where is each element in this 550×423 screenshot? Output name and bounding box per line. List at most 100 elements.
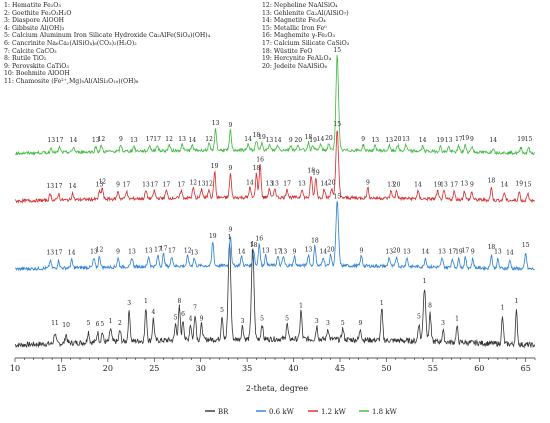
phase-legend-item: 14: Magnetite Fe₃O₄ bbox=[262, 17, 326, 25]
peak-label: 9 bbox=[293, 249, 297, 256]
peak-label: 13 bbox=[46, 183, 54, 190]
peak-label: 13 bbox=[440, 182, 448, 189]
peak-label: 15 bbox=[333, 194, 341, 201]
peak-label: 19 bbox=[258, 134, 266, 141]
peak-label: 13 bbox=[438, 249, 446, 256]
peak-label: 9 bbox=[471, 249, 475, 256]
peak-label: 1 bbox=[380, 300, 384, 307]
peak-label: 13 bbox=[298, 181, 306, 188]
phase-legend-item: 10: Boehmite AlOOH bbox=[4, 70, 70, 78]
peak-label: 13 bbox=[445, 137, 453, 144]
peak-label: 14 bbox=[319, 249, 327, 256]
peak-label: 17 bbox=[462, 248, 470, 255]
peak-label: 12 bbox=[98, 178, 106, 185]
peak-label: 14 bbox=[317, 136, 325, 143]
peak-label: 13 bbox=[461, 181, 469, 188]
peak-label: 12 bbox=[205, 181, 213, 188]
peak-label: 7 bbox=[193, 305, 197, 312]
peak-label: 9 bbox=[359, 248, 363, 255]
peak-label: 15 bbox=[525, 136, 533, 143]
peak-label: 12 bbox=[96, 246, 104, 253]
peak-label: 12 bbox=[98, 136, 106, 143]
peak-label: 12 bbox=[189, 180, 197, 187]
legend-label: BR bbox=[218, 408, 229, 416]
peak-label: 14 bbox=[244, 136, 252, 143]
peak-label: 20 bbox=[294, 137, 302, 144]
peak-label: 14 bbox=[246, 180, 254, 187]
peak-label: 1 bbox=[455, 316, 459, 323]
peak-label: 9 bbox=[470, 136, 474, 143]
peak-label: 13 bbox=[198, 181, 206, 188]
peak-label: 19 bbox=[434, 182, 442, 189]
peak-label: 17 bbox=[168, 248, 176, 255]
peak-label: 9 bbox=[470, 182, 474, 189]
peak-label: 13 bbox=[128, 249, 136, 256]
peak-label: 5 bbox=[220, 307, 224, 314]
peak-label: 19 bbox=[515, 181, 523, 188]
peak-label: 13 bbox=[90, 249, 98, 256]
x-tick-label: 65 bbox=[521, 364, 531, 373]
peak-label: 17 bbox=[55, 183, 63, 190]
legend-label: 1.8 kW bbox=[372, 408, 398, 416]
peak-label: 18 bbox=[305, 134, 313, 141]
peak-label: 13 bbox=[271, 181, 279, 188]
peak-label: 9 bbox=[228, 165, 232, 172]
peak-label: 9 bbox=[119, 136, 123, 143]
peak-label: 18 bbox=[250, 242, 258, 249]
peak-label: 19 bbox=[312, 170, 320, 177]
peak-label: 17 bbox=[455, 136, 463, 143]
legend-label: 0.6 kW bbox=[269, 408, 295, 416]
peak-label: 18 bbox=[488, 244, 496, 251]
peak-label: 15 bbox=[522, 242, 530, 249]
peak-label: 9 bbox=[361, 136, 365, 143]
x-axis-label: 2-theta, degree bbox=[246, 384, 309, 393]
phase-legend-item: 19: Hercynite FeAl₂O₄ bbox=[262, 55, 332, 63]
peak-label: 13 bbox=[266, 137, 274, 144]
peak-label: 14 bbox=[68, 250, 76, 257]
phase-legend-item: 16: Maghemite γ-Fe₂O₃ bbox=[262, 32, 335, 40]
peak-label: 3 bbox=[441, 320, 445, 327]
phase-legend-right: 12: Nepheline NaAlSiO₄ 13: Gehlenite Ca₂A… bbox=[262, 2, 349, 70]
peak-label: 17 bbox=[160, 245, 168, 252]
phase-legend-item: 17: Calcium Silicate CaSiO₃ bbox=[262, 39, 350, 47]
peak-label: 5 bbox=[174, 315, 178, 322]
x-tick-label: 30 bbox=[196, 364, 206, 373]
peak-label: 14 bbox=[419, 137, 427, 144]
peak-label: 13 bbox=[387, 182, 395, 189]
peak-label: 14 bbox=[506, 250, 514, 257]
peak-label: 20 bbox=[394, 136, 402, 143]
phase-legend-item: 15: Metallic Iron Fe⁰ bbox=[262, 24, 327, 32]
phase-legend-item: 9: Perovskite CaTiO₃ bbox=[4, 62, 69, 70]
peak-label: 18 bbox=[253, 165, 261, 172]
peak-label: 3 bbox=[326, 320, 330, 327]
peak-label: 17 bbox=[154, 246, 162, 253]
peak-label: 1 bbox=[514, 298, 518, 305]
peak-label: 13 bbox=[371, 137, 379, 144]
peak-label: 19 bbox=[517, 136, 525, 143]
peak-label: 13 bbox=[46, 250, 54, 257]
peak-label: 10 bbox=[62, 322, 70, 329]
phase-legend-item: 4: Gibbsite Al(OH)₃ bbox=[4, 24, 65, 32]
peak-label: 9 bbox=[228, 227, 232, 234]
peak-label: 17 bbox=[153, 136, 161, 143]
x-tick-label: 45 bbox=[335, 364, 345, 373]
peak-label: 15 bbox=[333, 121, 341, 128]
peak-label: 13 bbox=[494, 249, 502, 256]
peak-label: 13 bbox=[280, 249, 288, 256]
series-line-0.6-kw bbox=[14, 201, 535, 272]
peak-label: 14 bbox=[274, 137, 282, 144]
peak-label: 13 bbox=[142, 182, 150, 189]
phase-legend-item: 8: Rutile TiO₂ bbox=[4, 55, 47, 63]
peak-label: 1 bbox=[109, 318, 113, 325]
peak-label: 5 bbox=[285, 316, 289, 323]
peak-label: 19 bbox=[436, 137, 444, 144]
x-tick-label: 10 bbox=[10, 364, 20, 373]
peak-label: 3 bbox=[241, 318, 245, 325]
peak-label: 4 bbox=[189, 316, 193, 323]
peak-label: 20 bbox=[393, 182, 401, 189]
peak-label: 20 bbox=[328, 180, 336, 187]
series-line-1.2-kw bbox=[14, 130, 536, 204]
peak-label: 13 bbox=[262, 248, 270, 255]
phase-legend-item: 5: Calcium Aluminum Iron Silicate Hydrox… bbox=[4, 32, 211, 40]
